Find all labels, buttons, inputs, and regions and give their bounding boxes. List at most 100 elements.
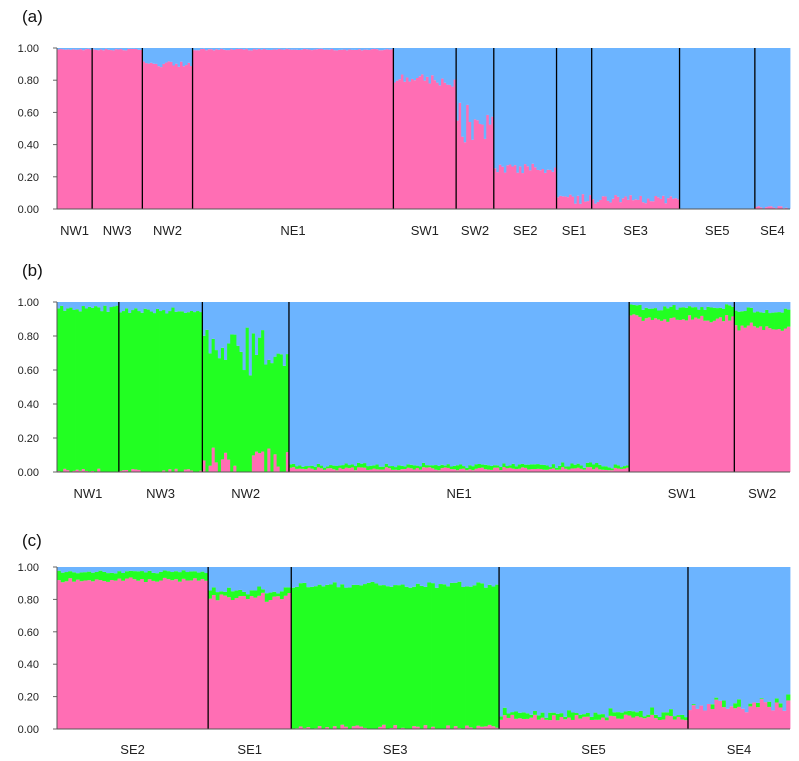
bar-segment	[459, 468, 463, 472]
bar-segment	[103, 305, 107, 472]
bar-segment	[298, 465, 302, 469]
bar-segment	[446, 84, 449, 209]
bar-segment	[762, 312, 766, 331]
bar-segment	[786, 694, 791, 701]
bar-segment	[689, 48, 693, 209]
bar-segment	[174, 63, 178, 209]
bar-segment	[732, 48, 736, 209]
bar-segment	[653, 714, 659, 719]
bar-segment	[433, 48, 437, 81]
bar-segment	[493, 465, 497, 468]
bar-segment	[344, 463, 349, 468]
bar-segment	[718, 307, 723, 318]
bar-segment	[779, 48, 783, 207]
bar-segment	[397, 302, 401, 466]
bar-segment	[257, 48, 261, 49]
bar-segment	[431, 583, 436, 727]
bar-segment	[423, 567, 428, 587]
bar-segment	[64, 49, 68, 210]
bar-segment	[270, 363, 274, 472]
bar-segment	[185, 572, 190, 581]
bar-segment	[415, 567, 421, 584]
bar-segment	[636, 199, 640, 209]
bar-segment	[595, 463, 599, 468]
bar-segment	[431, 567, 436, 584]
bar-segment	[192, 48, 196, 51]
bar-segment	[635, 315, 639, 472]
bar-segment	[679, 48, 683, 209]
bar-segment	[220, 48, 224, 209]
bar-segment	[166, 571, 171, 580]
bar-segment	[598, 469, 602, 472]
bar-segment	[159, 67, 163, 209]
bar-segment	[680, 567, 685, 715]
bar-segment	[128, 570, 133, 578]
bar-segment	[765, 302, 769, 310]
bar-segment	[697, 318, 701, 472]
bar-segment	[261, 567, 266, 590]
bar-segment	[752, 326, 757, 472]
bar-segment	[626, 199, 630, 209]
bar-segment	[477, 463, 482, 468]
bar-segment	[646, 717, 651, 729]
bar-segment	[355, 567, 360, 585]
bar-segment	[370, 581, 375, 729]
bar-segment	[728, 320, 732, 472]
bar-segment	[437, 470, 441, 472]
bar-segment	[712, 307, 717, 321]
bar-segment	[721, 700, 727, 708]
bar-segment	[227, 48, 231, 51]
bar-segment	[151, 572, 156, 581]
bar-segment	[516, 48, 520, 173]
bar-segment	[69, 48, 73, 50]
bar-segment	[121, 573, 126, 581]
bar-segment	[298, 567, 303, 584]
bar-segment	[694, 317, 698, 472]
bar-segment	[694, 302, 698, 308]
bar-segment	[77, 48, 80, 50]
bar-segment	[393, 48, 397, 83]
bar-segment	[455, 302, 460, 466]
bar-segment	[529, 714, 534, 718]
bar-segment	[107, 49, 111, 209]
bar-segment	[468, 586, 474, 728]
bar-segment	[369, 465, 373, 470]
bar-segment	[669, 318, 673, 472]
bar-segment	[340, 584, 345, 725]
bar-segment	[606, 200, 610, 209]
bar-segment	[691, 319, 695, 472]
bar-segment	[619, 712, 625, 719]
bar-segment	[641, 309, 646, 321]
bar-segment	[487, 584, 492, 725]
bar-segment	[674, 48, 678, 199]
bar-segment	[285, 302, 290, 355]
bar-segment	[476, 725, 481, 729]
bar-segment	[238, 567, 243, 590]
bar-segment	[488, 48, 492, 125]
bar-segment	[343, 48, 347, 50]
bar-segment	[197, 48, 201, 51]
bar-segment	[287, 587, 292, 593]
bar-segment	[499, 466, 503, 471]
y-tick-label: 0.40	[18, 140, 39, 152]
bar-segment	[325, 727, 330, 729]
bar-segment	[541, 48, 545, 170]
bar-segment	[455, 465, 460, 471]
bar-segment	[363, 49, 367, 210]
bar-segment	[502, 567, 508, 708]
bar-segment	[196, 567, 201, 573]
bar-segment	[313, 48, 316, 50]
bar-segment	[704, 48, 708, 209]
bar-segment	[604, 196, 608, 209]
bar-segment	[554, 302, 559, 468]
bar-segment	[366, 582, 371, 729]
bar-segment	[344, 567, 349, 588]
bar-segment	[659, 48, 663, 199]
bar-segment	[675, 319, 680, 472]
bar-segment	[525, 713, 530, 719]
bar-segment	[415, 465, 420, 468]
bar-segment	[657, 310, 661, 320]
bar-segment	[230, 591, 235, 601]
bar-segment	[496, 465, 500, 468]
